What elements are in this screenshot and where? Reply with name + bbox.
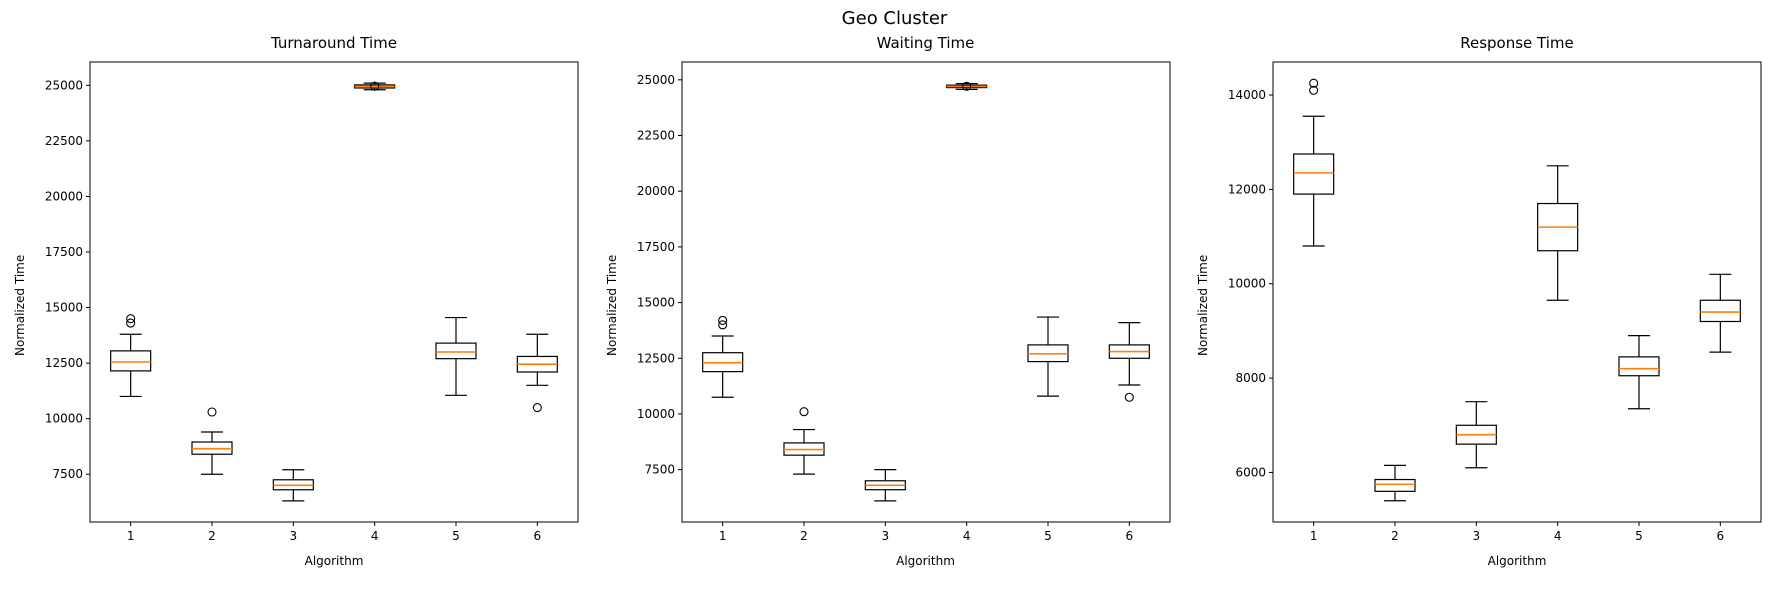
chart-response-time: Response Time Normalized Time 6000 8000 10… xyxy=(1193,34,1779,572)
x-axis-label: Algorithm xyxy=(1487,554,1547,568)
svg-text:3: 3 xyxy=(1473,529,1481,543)
svg-text:12500: 12500 xyxy=(45,356,83,370)
svg-text:20000: 20000 xyxy=(45,189,83,203)
svg-text:10000: 10000 xyxy=(45,412,83,426)
svg-text:12500: 12500 xyxy=(636,351,674,365)
svg-text:2: 2 xyxy=(208,529,216,543)
svg-text:6: 6 xyxy=(1125,529,1133,543)
chart-waiting-time: Waiting Time Normalized Time 7500 10000 12… xyxy=(602,34,1188,572)
svg-text:12000: 12000 xyxy=(1228,182,1266,196)
svg-text:4: 4 xyxy=(1554,529,1562,543)
y-axis-label: Normalized Time xyxy=(13,254,27,356)
boxplot-svg-turnaround: 7500 10000 12500 15000 17500 20000 22500 25000 1… xyxy=(45,61,579,543)
svg-text:25000: 25000 xyxy=(45,78,83,92)
svg-text:5: 5 xyxy=(1635,529,1643,543)
svg-text:25000: 25000 xyxy=(636,73,674,87)
chart-body: Normalized Time 6000 8000 10000 12000 14000 1… xyxy=(1193,56,1769,554)
svg-text:10000: 10000 xyxy=(636,407,674,421)
svg-text:3: 3 xyxy=(290,529,298,543)
chart-title: Response Time xyxy=(1460,34,1574,52)
boxplot-svg-response: 6000 8000 10000 12000 14000 1 2 3 4 5 6 xyxy=(1228,61,1762,543)
svg-text:14000: 14000 xyxy=(1228,88,1266,102)
svg-text:22500: 22500 xyxy=(45,134,83,148)
chart-body: Normalized Time 7500 10000 12500 15000 17500… xyxy=(10,56,586,554)
svg-text:10000: 10000 xyxy=(1228,277,1266,291)
boxplot-svg-waiting: 7500 10000 12500 15000 17500 20000 22500 25000 1… xyxy=(636,61,1170,543)
svg-text:4: 4 xyxy=(962,529,970,543)
svg-text:17500: 17500 xyxy=(636,240,674,254)
svg-text:6000: 6000 xyxy=(1235,465,1266,479)
svg-text:2: 2 xyxy=(800,529,808,543)
svg-text:1: 1 xyxy=(718,529,726,543)
svg-text:3: 3 xyxy=(881,529,889,543)
svg-text:6: 6 xyxy=(534,529,542,543)
svg-text:8000: 8000 xyxy=(1235,371,1266,385)
chart-turnaround-time: Turnaround Time Normalized Time 7500 1000… xyxy=(10,34,596,572)
y-axis-label: Normalized Time xyxy=(604,254,619,356)
figure: Geo Cluster Turnaround Time Normalized T… xyxy=(0,8,1789,572)
y-axis-label: Normalized Time xyxy=(1196,254,1210,356)
x-axis-label: Algorithm xyxy=(896,554,955,568)
charts-row: Turnaround Time Normalized Time 7500 1000… xyxy=(0,34,1789,572)
svg-text:5: 5 xyxy=(1044,529,1052,543)
svg-text:7500: 7500 xyxy=(52,467,83,481)
chart-title: Waiting Time xyxy=(876,34,975,52)
svg-text:2: 2 xyxy=(1391,529,1399,543)
x-axis-label: Algorithm xyxy=(304,554,364,568)
svg-text:15000: 15000 xyxy=(45,301,83,315)
svg-text:4: 4 xyxy=(371,529,379,543)
chart-title: Turnaround Time xyxy=(270,34,398,52)
svg-text:6: 6 xyxy=(1717,529,1725,543)
svg-text:7500: 7500 xyxy=(644,463,675,477)
svg-text:22500: 22500 xyxy=(636,129,674,143)
svg-text:15000: 15000 xyxy=(636,296,674,310)
chart-body: Normalized Time 7500 10000 12500 15000 17500… xyxy=(602,56,1178,554)
svg-text:5: 5 xyxy=(452,529,460,543)
svg-text:20000: 20000 xyxy=(636,184,674,198)
svg-text:1: 1 xyxy=(127,529,135,543)
figure-title: Geo Cluster xyxy=(841,8,948,29)
svg-text:17500: 17500 xyxy=(45,245,83,259)
svg-text:1: 1 xyxy=(1310,529,1318,543)
